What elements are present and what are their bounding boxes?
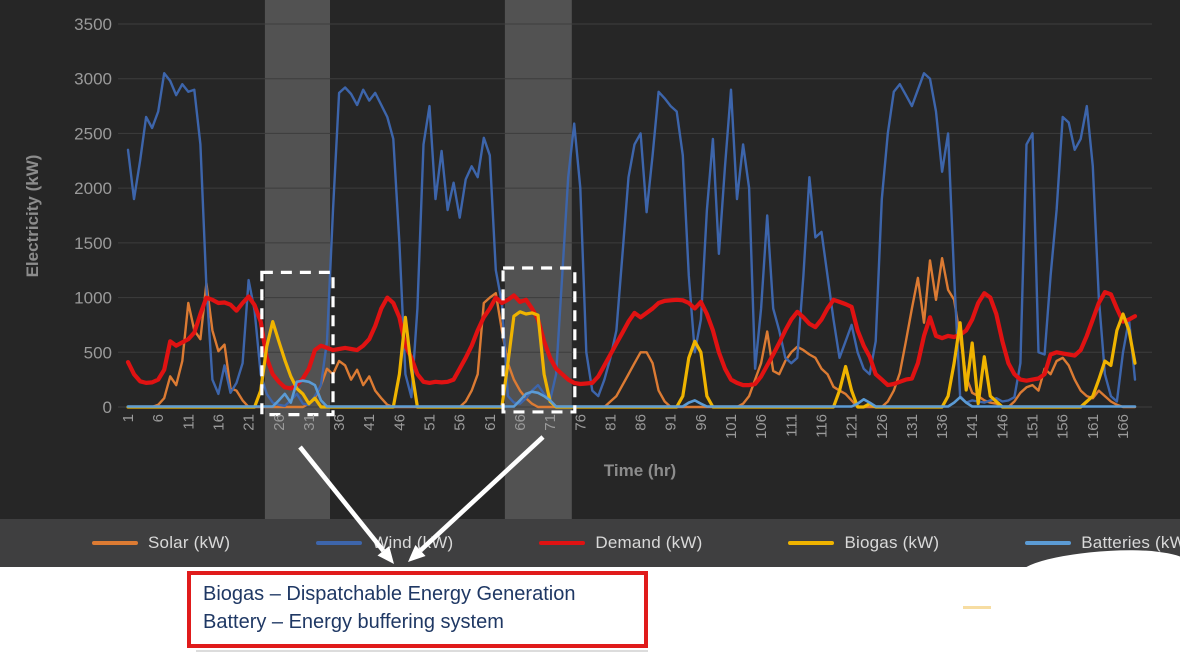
legend-swatch-batteries [1025, 541, 1072, 545]
legend-label-biogas: Biogas (kW) [844, 533, 940, 552]
x-tick-label: 61 [482, 414, 499, 431]
legend-item-wind: Wind (kW) [316, 533, 453, 553]
legend-swatch-demand [539, 541, 586, 545]
chart-legend: Solar (kW) Wind (kW) Demand (kW) Biogas (kW… [0, 519, 1180, 567]
gridlines [118, 23, 1152, 408]
electricity-chart: 0 500 1000 1500 2000 2500 3000 3500 1 6 11 16 21 26 31… [0, 0, 1180, 519]
dashed-box-1 [260, 270, 335, 417]
x-tick-label: 21 [241, 414, 258, 431]
x-tick-label: 136 [934, 414, 951, 439]
y-tick-label: 500 [84, 343, 112, 362]
legend-label-batteries: Batteries (kW) [1081, 533, 1180, 552]
legend-item-batteries: Batteries (kW) [1025, 533, 1180, 553]
x-tick-label: 6 [150, 414, 167, 422]
x-tick-label: 156 [1055, 414, 1072, 439]
y-tick-label: 1000 [74, 289, 112, 308]
callout-line-battery: Battery – Energy buffering system [203, 611, 504, 634]
x-tick-label: 121 [844, 414, 861, 439]
x-tick-label: 81 [602, 414, 619, 431]
x-tick-label: 146 [994, 414, 1011, 439]
y-tick-label: 1500 [74, 234, 112, 253]
y-tick-label: 0 [103, 398, 112, 417]
faint-underline [196, 650, 648, 652]
x-tick-label: 16 [210, 414, 227, 431]
x-tick-label: 41 [361, 414, 378, 431]
legend-item-demand: Demand (kW) [539, 533, 702, 553]
x-tick-label: 101 [723, 414, 740, 439]
y-tick-label: 2000 [74, 179, 112, 198]
series-line-batteries [126, 379, 1137, 408]
x-tick-label: 76 [572, 414, 589, 431]
y-axis-tick-labels: 0 500 1000 1500 2000 2500 3000 3500 [74, 15, 112, 417]
legend-swatch-solar [92, 541, 138, 545]
legend-item-solar: Solar (kW) [92, 533, 230, 553]
x-tick-label: 126 [874, 414, 891, 439]
highlight-band-1 [264, 0, 331, 519]
legend-swatch-wind [316, 541, 363, 545]
x-tick-label: 36 [331, 414, 348, 431]
callout-box: Biogas – Dispatchable Energy Generation … [187, 571, 648, 648]
legend-swatch-biogas [788, 541, 835, 545]
legend-label-solar: Solar (kW) [148, 533, 231, 552]
legend-label-demand: Demand (kW) [595, 533, 703, 552]
x-tick-label: 106 [753, 414, 770, 439]
x-tick-label: 56 [452, 414, 469, 431]
x-tick-label: 1 [120, 414, 137, 422]
x-tick-label: 116 [813, 414, 830, 438]
x-tick-label: 141 [964, 414, 981, 439]
x-tick-label: 151 [1025, 414, 1042, 439]
legend-label-wind: Wind (kW) [372, 533, 454, 552]
y-axis-title: Electricity (kW) [23, 155, 42, 278]
x-tick-label: 11 [180, 414, 197, 430]
x-tick-label: 31 [301, 414, 318, 431]
x-tick-label: 111 [783, 414, 800, 437]
highlight-band-2 [504, 0, 572, 519]
legend-item-biogas: Biogas (kW) [788, 533, 939, 553]
x-tick-label: 66 [512, 414, 529, 431]
x-tick-label: 71 [542, 414, 559, 431]
x-tick-label: 91 [663, 414, 680, 431]
callout-line-biogas: Biogas – Dispatchable Energy Generation [203, 583, 576, 605]
notes-area: Biogas – Dispatchable Energy Generation … [0, 567, 1180, 666]
y-tick-label: 3000 [74, 70, 112, 89]
y-tick-label: 3500 [74, 15, 112, 34]
x-axis-tick-labels: 1 6 11 16 21 26 31 36 41 46 51 56 61 66 71 76 81 86 91 96 10… [120, 414, 1132, 439]
x-tick-label: 51 [422, 414, 439, 431]
x-tick-label: 131 [904, 414, 921, 439]
y-tick-label: 2500 [74, 124, 112, 143]
x-tick-label: 161 [1085, 414, 1102, 439]
x-tick-label: 166 [1115, 414, 1132, 439]
x-tick-label: 86 [633, 414, 650, 431]
highlight-smudge-artifact [963, 606, 991, 609]
x-tick-label: 96 [693, 414, 710, 431]
dashed-box-2 [501, 266, 577, 414]
x-tick-label: 46 [391, 414, 408, 431]
x-tick-label: 26 [271, 414, 288, 431]
x-axis-title: Time (hr) [604, 461, 676, 480]
